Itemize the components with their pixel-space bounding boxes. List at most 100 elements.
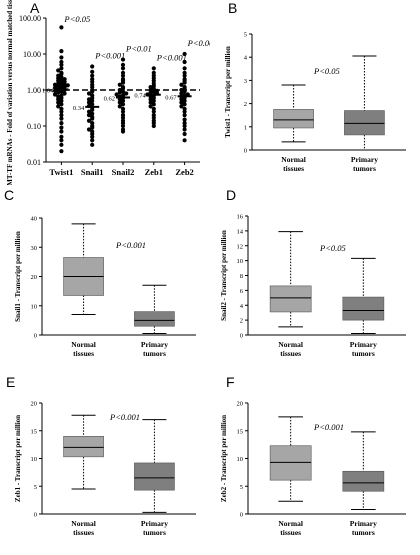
p-value-annotation: P<0.001 [156,52,187,62]
median-label: 0.67 [165,94,177,101]
box-primary-tumors [134,462,175,491]
data-point [179,104,184,109]
panel-a: A 0.01 0.10 1.00 10.00 100.00 EMT-TF mRNAs - … [0,0,218,190]
data-point [148,104,153,109]
data-point [59,121,64,126]
panel-e-chart: 0 5 10 15 20 Zeb1 - Transcript per million Nor… [14,401,196,537]
data-point [120,123,126,129]
data-point [179,87,184,93]
data-point [56,90,61,95]
x-category-label: tissues [280,528,301,537]
y-tick-label: 12 [237,243,244,250]
data-point [120,62,126,67]
data-point [59,71,64,77]
data-point [117,100,122,105]
y-tick-label: 5 [240,484,243,491]
y-tick-label: 15 [237,428,244,435]
y-tick-label: 1 [244,124,247,131]
x-category-label: Primary [350,340,377,349]
y-tick-label: 1.00 [27,86,41,95]
data-point [59,66,64,71]
data-point [120,115,126,120]
box-normal-tissues [63,436,104,458]
y-tick-label: 10 [237,258,244,265]
panel-letter-a: A [30,0,40,16]
panel-e: E 0 5 10 15 20 Zeb1 - Transcript per million N… [0,368,210,550]
x-category-label: tumors [352,528,375,537]
data-point [120,102,126,107]
x-category-label: Normal [278,519,303,528]
y-tick-label: 3 [244,78,247,85]
y-tick-label: 4 [244,55,248,62]
y-tick-label: 2 [240,318,243,325]
x-category-label: tumors [352,349,375,358]
x-tick-label: Zeb1 [145,167,163,177]
x-tick-label: Snail2 [112,167,135,177]
panel-f-chart: 0 5 10 15 20 Zeb2 - Transcript per million Nor… [220,401,406,537]
data-point [114,92,119,97]
data-point [62,82,67,87]
box-primary-tumors [134,311,175,327]
data-point [117,82,122,87]
box-primary-tumors [344,110,385,136]
y-tick-label: 0 [244,148,247,155]
data-point [59,138,64,143]
x-category-label: tissues [283,164,304,173]
x-category-label: Primary [350,519,377,528]
data-point [182,89,187,94]
p-value-annotation: P<0.05 [63,14,90,24]
data-point [90,134,95,139]
data-point [65,83,70,88]
y-tick-label: 0.01 [27,158,41,167]
data-point [90,111,95,116]
data-point [59,98,64,103]
data-point [56,68,61,73]
data-point [151,89,156,94]
p-value-annotation: P<0.001 [109,412,140,422]
panel-letter-f: F [226,374,235,390]
y-axis-label: Zeb2 - Transcript per million [220,415,228,502]
p-value-annotation: P<0.001 [187,38,210,48]
data-point [59,74,64,80]
panel-b: B 0 1 2 3 4 5 Twist1 - Transcript per million N… [210,0,420,185]
data-point [59,102,64,107]
data-point [59,25,64,30]
data-point [120,86,126,91]
median-label: 0.34 [73,105,85,112]
data-point [182,127,187,132]
data-point [59,142,64,147]
p-value-annotation: P<0.05 [313,66,340,76]
y-tick-label: 20 [31,274,38,281]
median-label: 1.04 [42,87,54,94]
panel-letter-e: E [6,374,16,390]
data-point [182,98,187,103]
data-point [120,57,126,62]
data-point [182,123,187,129]
p-value-annotation: P<0.05 [319,243,346,253]
panel-letter-c: C [4,187,15,203]
data-point [90,79,95,84]
x-category-label: Normal [281,155,306,164]
y-tick-label: 5 [34,484,37,491]
data-point [182,113,187,118]
box-normal-tissues [269,445,312,481]
data-point [59,62,64,67]
x-category-label: Primary [351,155,378,164]
data-point [90,69,95,74]
y-tick-label: 4 [240,303,244,310]
data-point [59,55,64,60]
data-point [90,98,95,103]
data-point [182,131,187,137]
panel-a-chart: 0.01 0.10 1.00 10.00 100.00 EMT-TF mRNAs - Fo… [6,0,218,190]
y-tick-label: 0 [240,512,243,519]
y-tick-label: 0 [34,333,37,340]
y-tick-label: 20 [31,401,38,408]
data-point [86,100,92,105]
y-tick-label: 10 [31,456,38,463]
data-point [182,86,187,91]
x-category-label: Normal [278,340,303,349]
data-point [182,66,187,71]
y-axis-label: Twist1 - Transcript per million [224,46,232,138]
data-point [86,127,92,132]
data-point [117,90,122,95]
